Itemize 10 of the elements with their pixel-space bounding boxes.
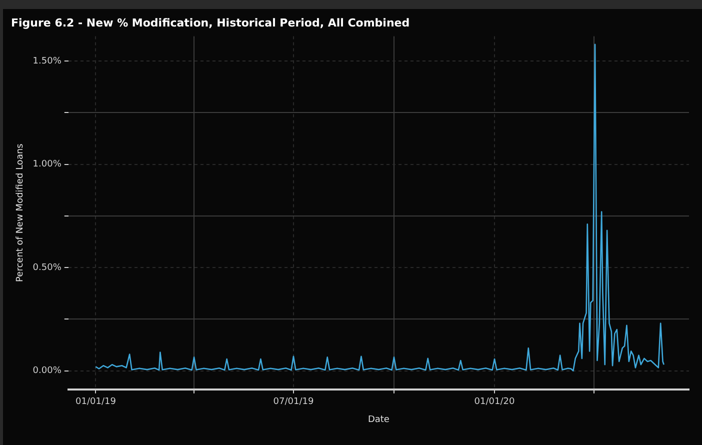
y-tick-label: 1.00%: [32, 160, 62, 170]
x-tick-label: 01/01/20: [474, 397, 515, 408]
x-tick-label: 07/01/19: [273, 397, 314, 408]
y-tick-label: 0.00%: [32, 366, 62, 376]
x-axis-title: Date: [368, 414, 390, 425]
y-axis-title: Percent of New Modified Loans: [16, 143, 26, 282]
y-tick-label: 1.50%: [32, 56, 62, 66]
chart-title: Figure 6.2 - New % Modification, Historical Period, All Combined: [11, 16, 410, 30]
x-tick-label: 01/01/19: [75, 397, 116, 408]
y-tick-label: 0.50%: [32, 262, 62, 273]
